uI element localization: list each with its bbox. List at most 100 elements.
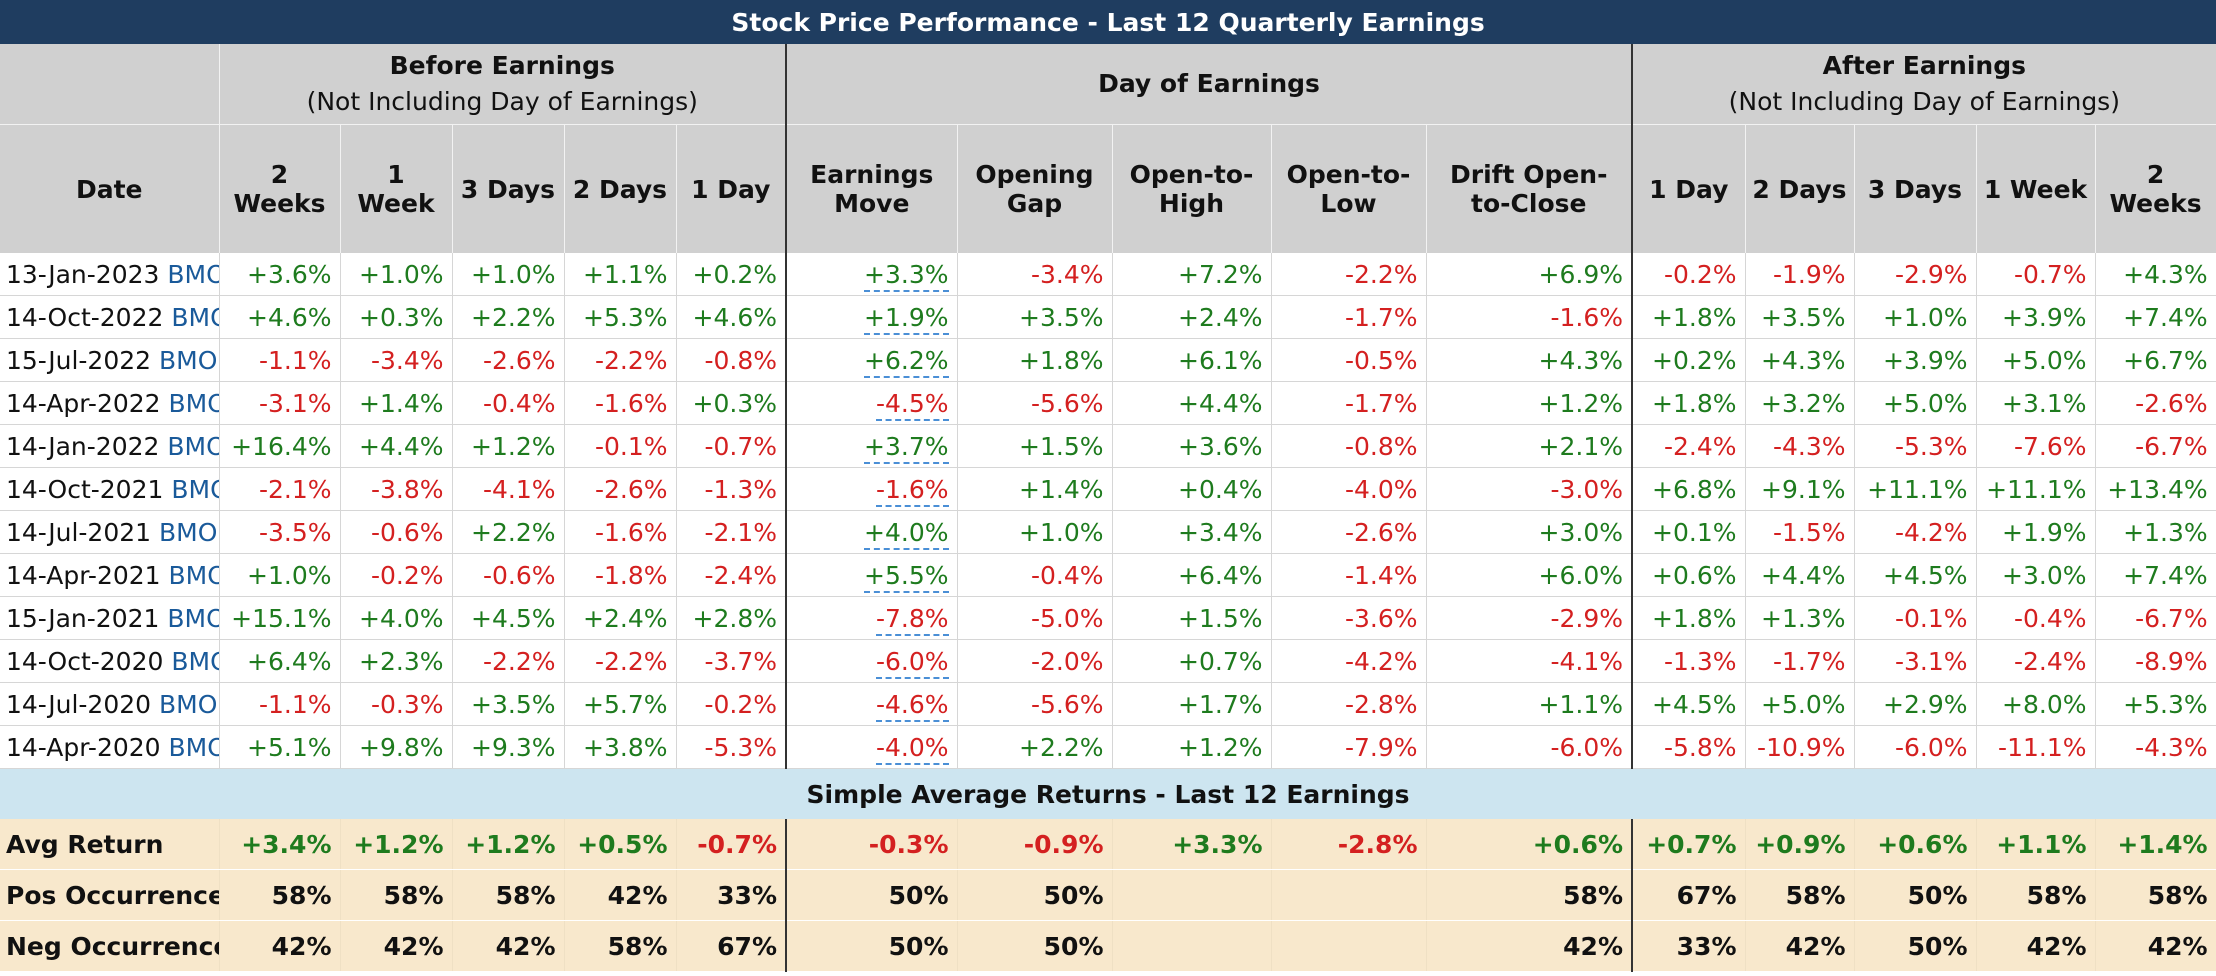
earnings-move-link[interactable]: +6.2% [786, 338, 958, 382]
value-cell: -1.7% [1271, 381, 1427, 425]
group-after-subtitle: (Not Including Day of Earnings) [1728, 87, 2120, 116]
value-cell: +2.3% [340, 639, 453, 683]
summary-value: 33% [1632, 920, 1746, 972]
timing-tag: BMO [159, 689, 218, 719]
earnings-move-link[interactable]: -7.8% [786, 596, 958, 640]
value-cell: +1.1% [564, 253, 677, 296]
value-cell: -0.1% [1854, 596, 1977, 640]
value-cell: +3.4% [1112, 510, 1272, 554]
value-cell: -0.8% [676, 338, 787, 382]
column-header: 2 Weeks [2095, 124, 2216, 253]
date-cell: 13-Jan-2023 BMO [0, 253, 220, 296]
value-cell: -0.2% [340, 553, 453, 597]
value-cell: -1.7% [1271, 295, 1427, 339]
earnings-move-value[interactable]: -4.5% [875, 388, 949, 421]
summary-value: 67% [1632, 869, 1746, 921]
value-cell: +6.8% [1632, 467, 1746, 511]
value-cell: -0.4% [452, 381, 565, 425]
earnings-move-value[interactable]: -4.6% [875, 689, 949, 722]
value-cell: +1.4% [340, 381, 453, 425]
earnings-move-link[interactable]: -4.5% [786, 381, 958, 425]
value-cell: +0.2% [1632, 338, 1746, 382]
summary-value: 50% [957, 869, 1113, 921]
value-cell: +4.5% [1632, 682, 1746, 726]
value-cell: -3.1% [1854, 639, 1977, 683]
earnings-move-value[interactable]: -1.6% [875, 474, 949, 507]
earnings-move-value[interactable]: +5.5% [864, 560, 949, 593]
earnings-move-link[interactable]: +1.9% [786, 295, 958, 339]
earnings-move-link[interactable]: -6.0% [786, 639, 958, 683]
value-cell: +4.3% [2095, 253, 2216, 296]
summary-value: 58% [340, 869, 453, 921]
value-cell: +3.0% [1426, 510, 1633, 554]
value-cell: -3.7% [676, 639, 787, 683]
earnings-move-link[interactable]: +3.3% [786, 253, 958, 296]
earnings-move-value[interactable]: +4.0% [864, 517, 949, 550]
summary-value: 50% [1854, 920, 1977, 972]
value-cell: -3.1% [219, 381, 341, 425]
earnings-move-value[interactable]: +1.9% [864, 302, 949, 335]
value-cell: +5.3% [2095, 682, 2216, 726]
timing-tag: BMO [167, 603, 218, 633]
date-cell: 14-Oct-2022 BMO [0, 295, 220, 339]
date-cell: 14-Apr-2020 BMO [0, 725, 220, 769]
value-cell: -5.0% [957, 596, 1113, 640]
value-cell: -6.0% [1426, 725, 1633, 769]
value-cell: -6.7% [2095, 424, 2216, 468]
value-cell: +1.0% [219, 553, 341, 597]
value-cell: +3.8% [564, 725, 677, 769]
earnings-move-value[interactable]: -7.8% [875, 603, 949, 636]
value-cell: -0.6% [340, 510, 453, 554]
value-cell: -1.6% [564, 510, 677, 554]
timing-tag: BMO [171, 646, 218, 676]
earnings-move-value[interactable]: -6.0% [875, 646, 949, 679]
value-cell: +9.8% [340, 725, 453, 769]
date-cell: 14-Oct-2020 BMO [0, 639, 220, 683]
value-cell: -5.6% [957, 682, 1113, 726]
earnings-move-link[interactable]: +5.5% [786, 553, 958, 597]
value-cell: -3.0% [1426, 467, 1633, 511]
earnings-move-value[interactable]: +3.7% [864, 431, 949, 464]
column-header: 2 Days [1745, 124, 1855, 253]
date-cell: 15-Jan-2021 BMO [0, 596, 220, 640]
summary-title: Simple Average Returns - Last 12 Earning… [0, 768, 2216, 819]
value-cell: +2.2% [452, 510, 565, 554]
column-header: Open-to-High [1112, 124, 1272, 253]
earnings-move-link[interactable]: -1.6% [786, 467, 958, 511]
timing-tag: BMO [168, 560, 218, 590]
date-text: 15-Jan-2021 [6, 603, 160, 633]
value-cell: +0.4% [1112, 467, 1272, 511]
earnings-move-link[interactable]: -4.0% [786, 725, 958, 769]
value-cell: -5.6% [957, 381, 1113, 425]
value-cell: -2.1% [219, 467, 341, 511]
group-before-earnings: Before Earnings (Not Including Day of Ea… [219, 44, 787, 125]
value-cell: -5.8% [1632, 725, 1746, 769]
date-cell: 14-Oct-2021 BMO [0, 467, 220, 511]
date-cell: 14-Apr-2021 BMO [0, 553, 220, 597]
table-row: 15-Jan-2021 BMO+15.1%+4.0%+4.5%+2.4%+2.8… [0, 596, 2216, 640]
summary-value: 58% [219, 869, 341, 921]
value-cell: +16.4% [219, 424, 341, 468]
earnings-move-value[interactable]: +3.3% [864, 259, 949, 292]
value-cell: +6.7% [2095, 338, 2216, 382]
value-cell: +5.0% [1854, 381, 1977, 425]
summary-value: +0.7% [1632, 819, 1746, 870]
earnings-move-link[interactable]: +4.0% [786, 510, 958, 554]
value-cell: +1.4% [957, 467, 1113, 511]
value-cell: -2.2% [1271, 253, 1427, 296]
value-cell: +3.2% [1745, 381, 1855, 425]
date-cell: 14-Jul-2020 BMO [0, 682, 220, 726]
earnings-move-link[interactable]: +3.7% [786, 424, 958, 468]
value-cell: +3.6% [219, 253, 341, 296]
summary-value: +1.1% [1976, 819, 2096, 870]
earnings-move-link[interactable]: -4.6% [786, 682, 958, 726]
value-cell: -4.0% [1271, 467, 1427, 511]
date-text: 14-Apr-2020 [6, 732, 161, 762]
summary-label: Neg Occurrences [0, 920, 220, 972]
summary-value: -0.3% [786, 819, 958, 870]
earnings-move-value[interactable]: +6.2% [864, 345, 949, 378]
value-cell: -2.0% [957, 639, 1113, 683]
earnings-move-value[interactable]: -4.0% [875, 732, 949, 765]
value-cell: +0.1% [1632, 510, 1746, 554]
value-cell: +7.4% [2095, 295, 2216, 339]
